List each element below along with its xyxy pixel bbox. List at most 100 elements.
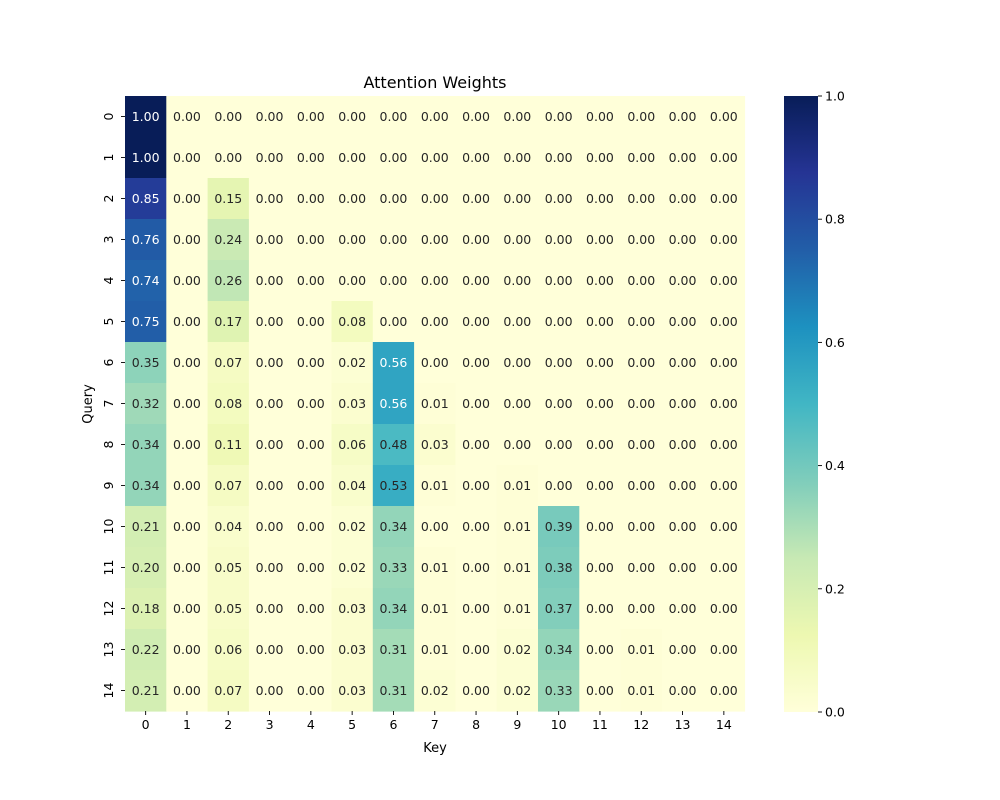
heatmap-cell-r14-c14 [703, 670, 746, 712]
heatmap-cell-r7-c10 [538, 383, 580, 425]
cell-value-r6-c5: 0.02 [338, 355, 366, 370]
cell-value-r11-c9: 0.01 [503, 560, 531, 575]
cell-value-r4-c4: 0.00 [297, 273, 325, 288]
cell-value-r13-c9: 0.02 [503, 642, 531, 657]
heatmap-cell-r8-c10 [538, 424, 580, 466]
cell-value-r3-c12: 0.00 [627, 232, 655, 247]
cell-value-r5-c5: 0.08 [338, 314, 366, 329]
cell-value-r7-c6: 0.56 [380, 396, 408, 411]
cell-value-r5-c14: 0.00 [710, 314, 738, 329]
heatmap-cell-r0-c9 [496, 96, 539, 138]
heatmap-cell-r7-c13 [661, 383, 704, 425]
cell-value-r1-c4: 0.00 [297, 150, 325, 165]
heatmap-cell-r0-c11 [579, 96, 622, 138]
cell-value-r8-c9: 0.00 [503, 437, 531, 452]
heatmap-cell-r5-c10 [538, 301, 580, 343]
heatmap-cell-r2-c1 [166, 178, 209, 220]
cell-value-r4-c12: 0.00 [627, 273, 655, 288]
heatmap-cell-r3-c4 [290, 219, 333, 261]
heatmap-cell-r3-c3 [248, 219, 291, 261]
heatmap-cell-r9-c11 [579, 465, 622, 507]
cell-value-r14-c11: 0.00 [586, 683, 614, 698]
cell-value-r14-c7: 0.02 [421, 683, 449, 698]
heatmap-cell-r11-c2 [207, 547, 250, 589]
heatmap-cell-r10-c12 [620, 506, 663, 548]
cell-value-r9-c14: 0.00 [710, 478, 738, 493]
heatmap-cell-r7-c12 [620, 383, 663, 425]
x-tick-label-5: 5 [348, 717, 356, 732]
heatmap-cell-r1-c2 [207, 137, 250, 179]
heatmap-cell-r5-c1 [166, 301, 209, 343]
cell-value-r5-c2: 0.17 [214, 314, 242, 329]
cell-value-r12-c5: 0.03 [338, 601, 366, 616]
heatmap-cell-r1-c10 [538, 137, 580, 179]
y-tick-label-12: 12 [101, 601, 116, 617]
cell-value-r11-c12: 0.00 [627, 560, 655, 575]
heatmap-cell-r11-c1 [166, 547, 209, 589]
heatmap-cell-r8-c3 [248, 424, 291, 466]
cell-value-r14-c1: 0.00 [173, 683, 201, 698]
heatmap-cell-r11-c0 [125, 547, 167, 589]
cell-value-r2-c3: 0.00 [256, 191, 284, 206]
colorbar-tick-label-4: 0.8 [825, 212, 845, 227]
cell-value-r10-c11: 0.00 [586, 519, 614, 534]
cell-value-r12-c9: 0.01 [503, 601, 531, 616]
cell-value-r5-c0: 0.75 [132, 314, 160, 329]
heatmap-cell-r11-c5 [331, 547, 374, 589]
cell-value-r11-c13: 0.00 [669, 560, 697, 575]
heatmap-cell-r1-c14 [703, 137, 746, 179]
cell-value-r9-c1: 0.00 [173, 478, 201, 493]
cell-value-r5-c4: 0.00 [297, 314, 325, 329]
cell-value-r13-c12: 0.01 [627, 642, 655, 657]
cell-value-r13-c5: 0.03 [338, 642, 366, 657]
heatmap-cell-labels: 1.00 0.00 0.00 0.00 0.00 0.00 0.00 0.00 0.00 0.00… [132, 109, 738, 698]
cell-value-r9-c0: 0.34 [132, 478, 160, 493]
y-tick-label-1: 1 [101, 154, 116, 162]
y-tick-label-6: 6 [101, 358, 116, 366]
cell-value-r3-c7: 0.00 [421, 232, 449, 247]
cell-value-r1-c0: 1.00 [132, 150, 160, 165]
cell-value-r4-c6: 0.00 [380, 273, 408, 288]
cell-value-r12-c6: 0.34 [380, 601, 408, 616]
x-tick-label-10: 10 [551, 717, 567, 732]
cell-value-r8-c8: 0.00 [462, 437, 490, 452]
heatmap-cell-r9-c4 [290, 465, 333, 507]
y-tick-label-3: 3 [101, 236, 116, 244]
cell-value-r0-c12: 0.00 [627, 109, 655, 124]
heatmap-cell-r14-c0 [125, 670, 167, 712]
heatmap-cell-r1-c12 [620, 137, 663, 179]
heatmap-cell-r6-c1 [166, 342, 209, 384]
heatmap-cell-r1-c13 [661, 137, 704, 179]
cell-value-r6-c9: 0.00 [503, 355, 531, 370]
heatmap-cell-r2-c10 [538, 178, 580, 220]
cell-value-r0-c7: 0.00 [421, 109, 449, 124]
heatmap-cell-r4-c10 [538, 260, 580, 302]
cell-value-r1-c8: 0.00 [462, 150, 490, 165]
heatmap-cells [125, 96, 746, 712]
cell-value-r3-c0: 0.76 [132, 232, 160, 247]
heatmap-cell-r5-c9 [496, 301, 539, 343]
cell-value-r13-c13: 0.00 [669, 642, 697, 657]
cell-value-r1-c14: 0.00 [710, 150, 738, 165]
cell-value-r7-c5: 0.03 [338, 396, 366, 411]
heatmap-cell-r7-c7 [414, 383, 456, 425]
cell-value-r13-c0: 0.22 [132, 642, 160, 657]
cell-value-r0-c9: 0.00 [503, 109, 531, 124]
heatmap-cell-r0-c12 [620, 96, 663, 138]
heatmap-cell-r2-c9 [496, 178, 539, 220]
cell-value-r6-c8: 0.00 [462, 355, 490, 370]
cell-value-r11-c0: 0.20 [132, 560, 160, 575]
heatmap-cell-r0-c14 [703, 96, 746, 138]
colorbar: 0.0 0.2 0.4 0.6 0.8 1.0 [784, 89, 845, 720]
heatmap-cell-r11-c7 [414, 547, 456, 589]
cell-value-r9-c8: 0.00 [462, 478, 490, 493]
heatmap-cell-r0-c13 [661, 96, 704, 138]
cell-value-r13-c7: 0.01 [421, 642, 449, 657]
cell-value-r11-c8: 0.00 [462, 560, 490, 575]
heatmap-cell-r0-c5 [331, 96, 374, 138]
heatmap-cell-r8-c8 [455, 424, 498, 466]
heatmap-cell-r5-c2 [207, 301, 250, 343]
cell-value-r6-c14: 0.00 [710, 355, 738, 370]
cell-value-r2-c13: 0.00 [669, 191, 697, 206]
